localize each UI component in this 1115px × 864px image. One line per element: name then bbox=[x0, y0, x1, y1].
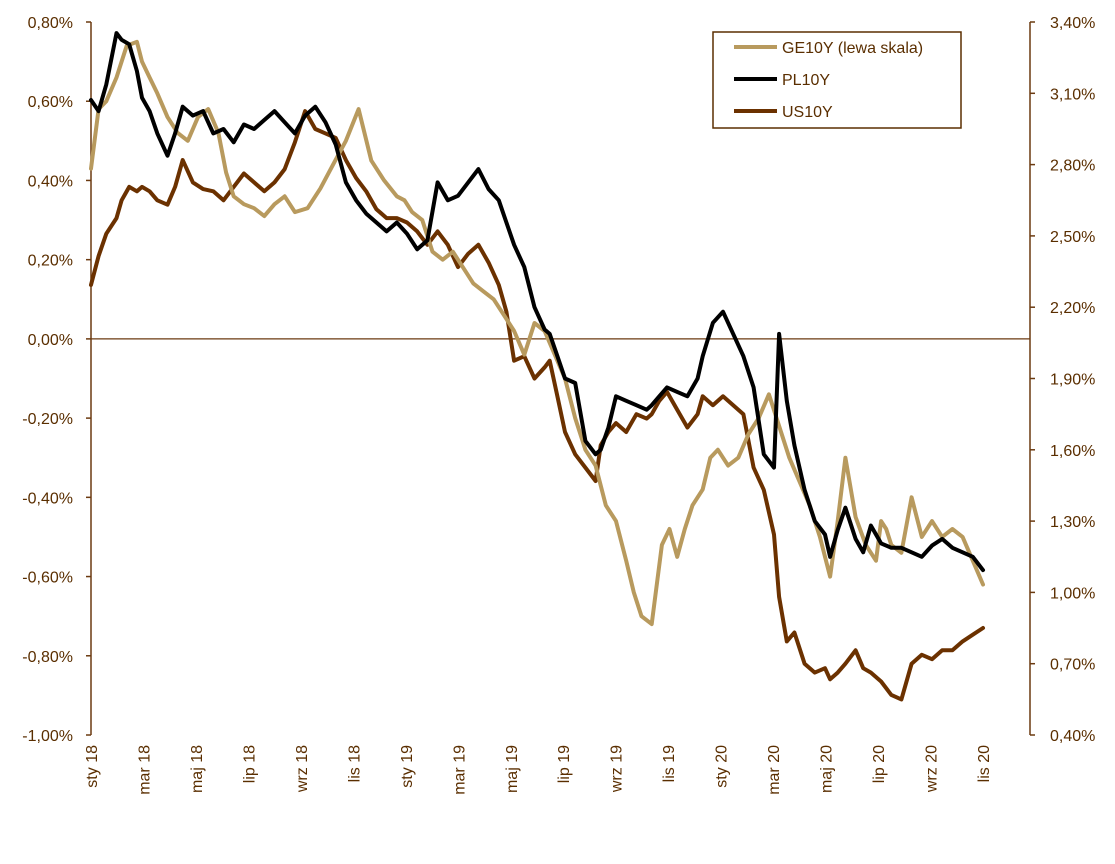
right-tick-label: 2,20% bbox=[1050, 300, 1095, 317]
left-tick-label: 0,80% bbox=[28, 15, 73, 32]
x-tick-label: maj 18 bbox=[189, 745, 206, 793]
x-tick-label: wrz 19 bbox=[609, 745, 626, 793]
x-axis: sty 18 mar 18 maj 18 lip 18 wrz 18 lis 18 sty … bbox=[84, 338, 1030, 795]
x-tick-label: lis 18 bbox=[346, 745, 363, 782]
right-tick-label: 2,80% bbox=[1050, 158, 1095, 175]
x-tick-label: mar 19 bbox=[451, 745, 468, 795]
x-tick-label: maj 20 bbox=[819, 745, 836, 793]
left-tick-label: -0,40% bbox=[22, 490, 73, 507]
right-tick-label: 0,40% bbox=[1050, 728, 1095, 745]
right-tick-label: 1,60% bbox=[1050, 443, 1095, 460]
right-tick-label: 3,40% bbox=[1050, 15, 1095, 32]
x-tick-label: wrz 18 bbox=[294, 745, 311, 793]
x-tick-label: sty 19 bbox=[399, 745, 416, 788]
x-tick-label: lis 19 bbox=[661, 745, 678, 782]
left-tick-label: -0,20% bbox=[22, 411, 73, 428]
x-tick-label: lip 20 bbox=[871, 745, 888, 783]
x-tick-label: lis 20 bbox=[976, 745, 993, 782]
x-tick-label: mar 20 bbox=[766, 745, 783, 795]
series-line-pl10y bbox=[89, 31, 985, 573]
series-line-us10y bbox=[89, 109, 985, 702]
left-tick-label: -0,60% bbox=[22, 570, 73, 587]
right-tick-label: 1,90% bbox=[1050, 372, 1095, 389]
legend-label-us10y: US10Y bbox=[782, 104, 833, 121]
left-tick-label: -0,80% bbox=[22, 649, 73, 666]
legend: GE10Y (lewa skala) PL10Y US10Y bbox=[712, 31, 962, 129]
right-tick-label: 3,10% bbox=[1050, 86, 1095, 103]
x-tick-label: sty 20 bbox=[714, 745, 731, 788]
right-tick-label: 1,30% bbox=[1050, 514, 1095, 531]
legend-label-ge10y: GE10Y (lewa skala) bbox=[782, 40, 923, 57]
x-tick-label: lip 19 bbox=[556, 745, 573, 783]
x-tick-label: sty 18 bbox=[84, 745, 101, 788]
x-tick-label: mar 18 bbox=[136, 745, 153, 795]
right-axis: 0,40% 0,70% 1,00% 1,30% 1,60% 1,90% 2,20% 2,50%… bbox=[1029, 15, 1095, 745]
x-tick-label: maj 19 bbox=[504, 745, 521, 793]
right-tick-label: 1,00% bbox=[1050, 585, 1095, 602]
left-tick-label: 0,20% bbox=[28, 253, 73, 270]
right-tick-label: 0,70% bbox=[1050, 657, 1095, 674]
left-tick-label: 0,60% bbox=[28, 94, 73, 111]
x-tick-label: lip 18 bbox=[241, 745, 258, 783]
left-tick-label: 0,00% bbox=[28, 332, 73, 349]
right-tick-label: 2,50% bbox=[1050, 229, 1095, 246]
left-tick-label: -1,00% bbox=[22, 728, 73, 745]
x-tick-label: wrz 20 bbox=[924, 745, 941, 793]
series-layer bbox=[89, 31, 985, 702]
left-tick-label: 0,40% bbox=[28, 173, 73, 190]
left-axis: -1,00% -0,80% -0,60% -0,40% -0,20% 0,00% 0,20%… bbox=[22, 15, 92, 745]
legend-label-pl10y: PL10Y bbox=[782, 72, 830, 89]
